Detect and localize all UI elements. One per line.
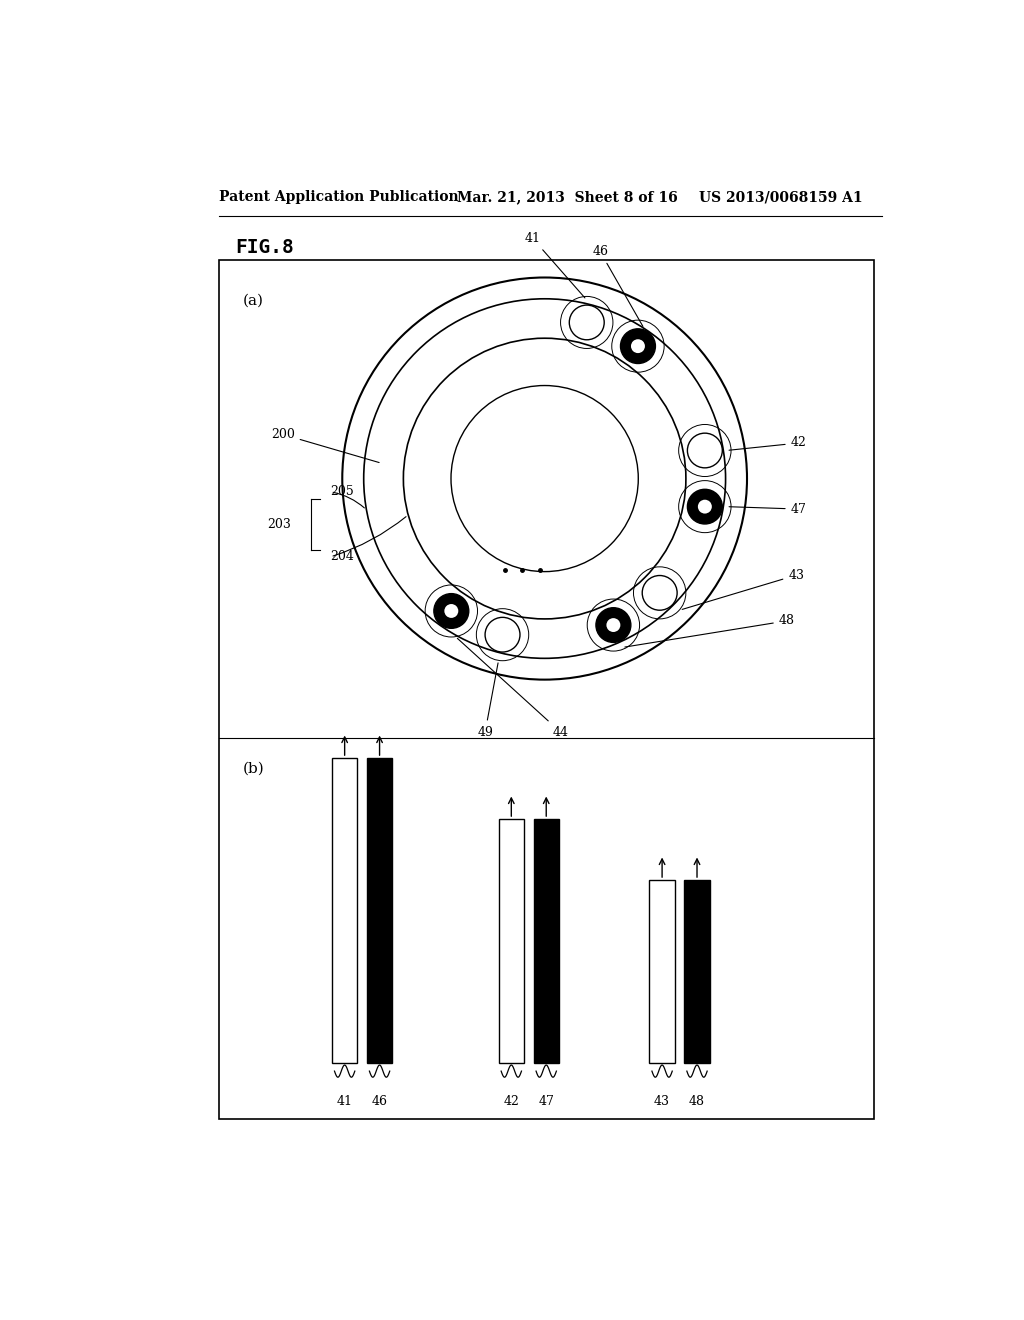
Text: FIG.8: FIG.8 (236, 239, 294, 257)
Text: 46: 46 (372, 1096, 387, 1107)
Text: 42: 42 (729, 437, 807, 450)
Bar (684, 880, 710, 1063)
Bar (649, 880, 675, 1063)
Text: 48: 48 (689, 1096, 705, 1107)
Bar (499, 818, 524, 1063)
Text: 43: 43 (654, 1096, 670, 1107)
Text: 42: 42 (504, 1096, 519, 1107)
Ellipse shape (444, 605, 459, 618)
Text: Mar. 21, 2013  Sheet 8 of 16: Mar. 21, 2013 Sheet 8 of 16 (458, 190, 678, 205)
Ellipse shape (451, 385, 638, 572)
Text: 204: 204 (331, 550, 354, 564)
Bar (534, 818, 559, 1063)
Text: 44: 44 (458, 639, 568, 738)
Text: (b): (b) (243, 762, 265, 775)
Text: 200: 200 (270, 428, 379, 462)
Ellipse shape (596, 607, 631, 643)
Ellipse shape (342, 277, 748, 680)
Text: 48: 48 (625, 614, 795, 647)
Text: 47: 47 (539, 1096, 554, 1107)
Ellipse shape (642, 576, 677, 610)
Ellipse shape (687, 490, 722, 524)
Text: US 2013/0068159 A1: US 2013/0068159 A1 (699, 190, 863, 205)
Text: 41: 41 (524, 232, 585, 298)
Ellipse shape (687, 433, 722, 467)
Bar (367, 758, 392, 1063)
Ellipse shape (698, 500, 712, 513)
Text: 43: 43 (682, 569, 804, 610)
Text: 47: 47 (729, 503, 807, 516)
Text: Patent Application Publication: Patent Application Publication (219, 190, 459, 205)
Ellipse shape (621, 329, 655, 363)
Ellipse shape (364, 298, 726, 659)
Text: 203: 203 (267, 517, 291, 531)
Text: 205: 205 (331, 486, 354, 498)
Text: 49: 49 (477, 663, 498, 738)
Text: (a): (a) (243, 293, 264, 308)
Ellipse shape (631, 339, 645, 352)
Text: 46: 46 (592, 246, 643, 326)
Ellipse shape (569, 305, 604, 339)
Ellipse shape (606, 618, 621, 632)
Bar (332, 758, 357, 1063)
Ellipse shape (434, 594, 469, 628)
Bar (219, 260, 874, 1119)
Text: 41: 41 (337, 1096, 352, 1107)
Ellipse shape (403, 338, 686, 619)
Ellipse shape (485, 618, 520, 652)
